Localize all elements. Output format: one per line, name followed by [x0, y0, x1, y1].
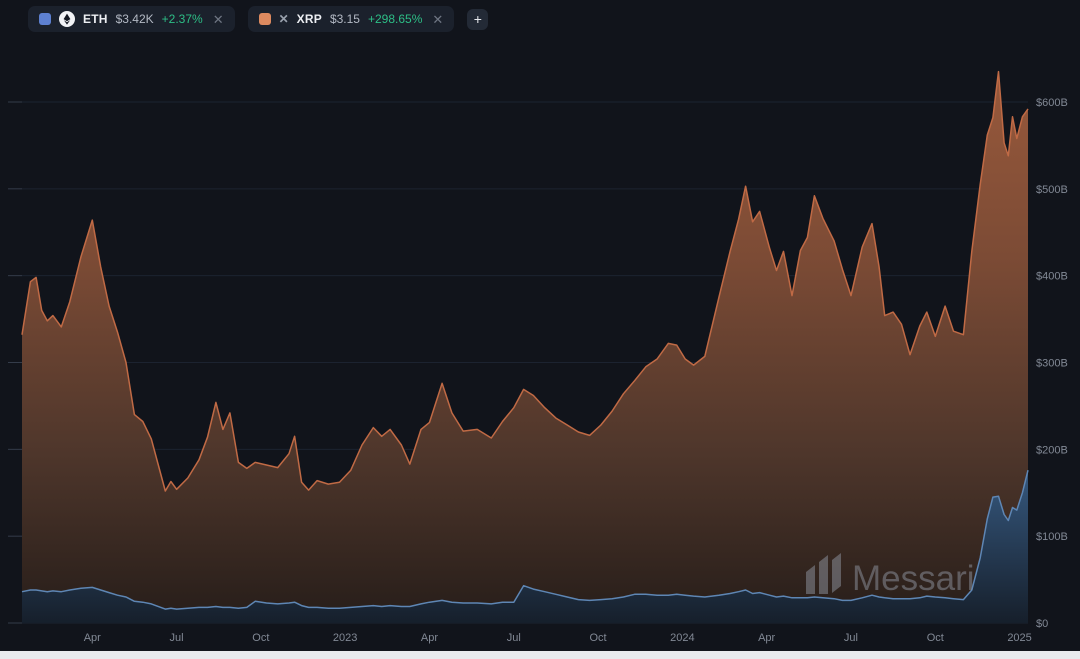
y-axis-label: $600B	[1036, 97, 1068, 109]
x-axis-label: Oct	[927, 632, 944, 644]
xrp-icon: ✕	[278, 12, 289, 26]
x-axis-label: Jul	[170, 632, 184, 644]
bottom-edge-bar	[0, 651, 1080, 659]
y-axis-label: $400B	[1036, 271, 1068, 283]
xrp-price: $3.15	[329, 12, 360, 26]
eth-close-icon[interactable]: ✕	[212, 11, 224, 27]
x-axis-label: 2023	[333, 632, 357, 644]
y-axis-label: $200B	[1036, 444, 1068, 456]
asset-chip-eth[interactable]: ETH $3.42K +2.37% ✕	[28, 6, 235, 32]
asset-toolbar: ETH $3.42K +2.37% ✕ ✕ XRP $3.15 +298.65%…	[28, 6, 489, 32]
x-axis-label: Oct	[252, 632, 269, 644]
messari-watermark: Messari	[806, 553, 975, 598]
x-axis-label: Apr	[421, 632, 438, 644]
eth-change: +2.37%	[161, 12, 203, 26]
xrp-symbol: XRP	[296, 12, 322, 26]
xrp-area[interactable]	[22, 470, 1028, 623]
x-axis-label: Oct	[589, 632, 606, 644]
x-axis-label: Jul	[507, 632, 521, 644]
xrp-change: +298.65%	[367, 12, 423, 26]
eth-symbol: ETH	[83, 12, 108, 26]
add-asset-button[interactable]: +	[467, 8, 489, 30]
eth-icon	[59, 11, 75, 27]
x-axis-label: 2025	[1007, 632, 1031, 644]
messari-watermark-text: Messari	[852, 559, 975, 598]
x-axis-label: Apr	[758, 632, 775, 644]
y-axis-label: $100B	[1036, 531, 1068, 543]
eth-total-line	[21, 70, 1029, 492]
eth-area[interactable]	[22, 71, 1028, 610]
area-layer	[21, 70, 1029, 623]
y-axis-label: $0	[1036, 618, 1048, 630]
eth-color-swatch	[39, 13, 51, 25]
x-axis-label: Apr	[84, 632, 101, 644]
xrp-line	[21, 470, 1029, 610]
asset-chip-xrp[interactable]: ✕ XRP $3.15 +298.65% ✕	[247, 6, 455, 32]
x-axis-label: 2024	[670, 632, 694, 644]
xrp-close-icon[interactable]: ✕	[432, 11, 444, 27]
y-axis-label: $500B	[1036, 184, 1068, 196]
xrp-color-swatch	[258, 13, 271, 25]
x-axis-label: Jul	[844, 632, 858, 644]
y-axis-label: $300B	[1036, 358, 1068, 370]
eth-price: $3.42K	[115, 12, 154, 26]
axis-label-layer: $600B $500B $400B $300B $200B $100B $0 Apr Jul Oc…	[84, 97, 1068, 644]
